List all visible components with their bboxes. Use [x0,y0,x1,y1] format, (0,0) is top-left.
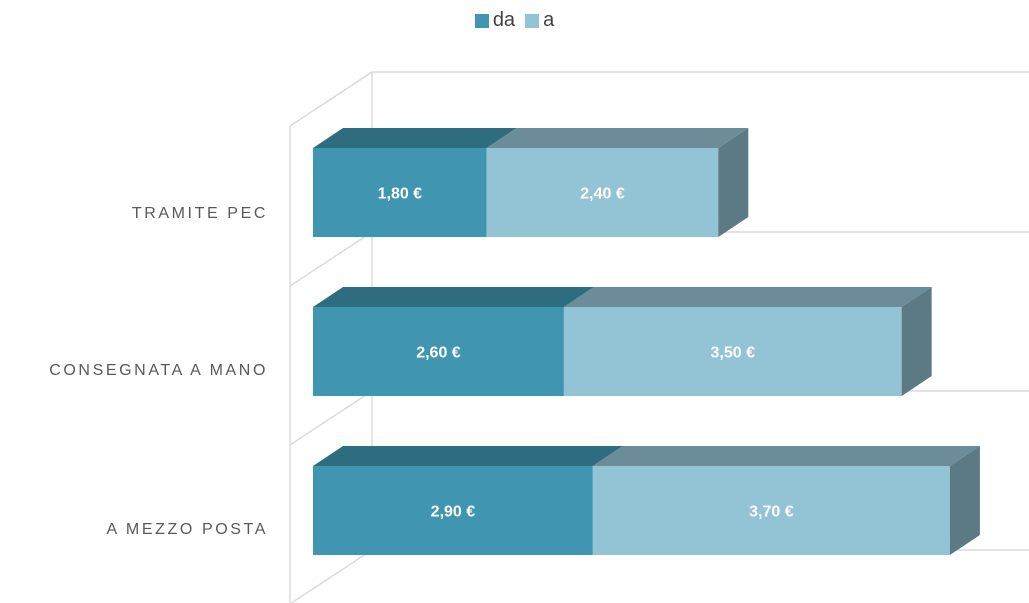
bars [313,128,980,555]
legend-swatch-a [525,13,540,28]
bar-side-face [901,287,932,396]
bar-segment [486,148,719,237]
bar-top-face [563,287,932,307]
bar-segment [313,466,593,555]
data-label: 2,60 € [416,345,461,362]
gridline-diagonal [289,231,373,287]
bar-segment [592,466,950,555]
data-label: 2,40 € [580,186,625,203]
bar-top-face [486,128,749,148]
data-label: 3,50 € [711,345,756,362]
bar-segment [313,307,564,396]
bar-segment [313,148,487,237]
bar-side-face [718,128,749,237]
bar-top-face [313,287,594,307]
bar-side-face [949,446,980,555]
category-label-a-mezzo-posta: A MEZZO POSTA [106,521,268,538]
data-label: 1,80 € [378,186,423,203]
data-label: 3,70 € [749,504,794,521]
category-label-consegnata-a-mano: CONSEGNATA A MANO [49,362,268,379]
legend-item-da: da [474,9,516,32]
gridline-diagonal [289,71,373,127]
bar-top-face [592,446,980,466]
legend-label-da: da [492,9,516,31]
category-label-tramite-pec: TRAMITE PEC [131,205,268,222]
data-labels: 1,80 € 2,40 € 2,60 € 3,50 € 2,90 € 3,70 € [378,186,794,521]
gridline-diagonal [289,390,373,446]
bar-segment [563,307,902,396]
gridline-diagonal [290,549,373,603]
bar-top-face [313,446,623,466]
legend-item-a: a [525,9,554,32]
legend: da a [0,9,1029,32]
legend-label-a: a [543,9,555,31]
data-label: 2,90 € [431,504,476,521]
bar-top-face [313,128,517,148]
legend-swatch-da [474,13,489,28]
